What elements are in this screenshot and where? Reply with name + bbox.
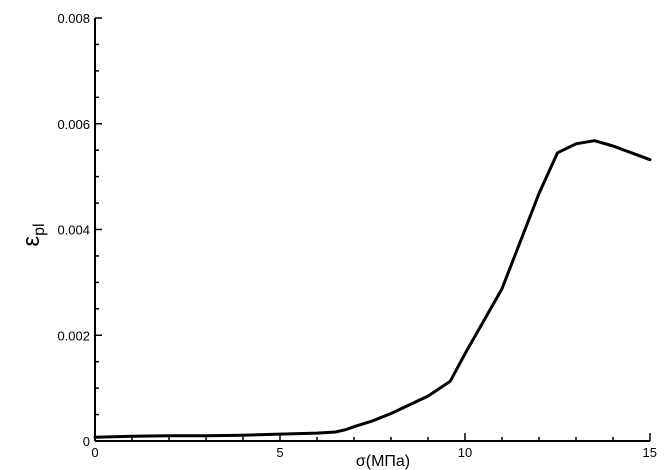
data-point [463,352,467,355]
data-point [352,425,356,428]
data-point [648,158,652,161]
data-point [334,430,337,434]
data-point [593,139,596,142]
data-series-line [93,139,652,439]
data-point [500,287,504,290]
data-point [556,151,559,155]
data-point [449,380,452,383]
axis-ticks [94,17,651,442]
data-point [204,434,208,437]
y-tick-label: 0.002 [57,328,90,343]
y-axis-label-main: ε [18,236,45,247]
data-point [93,436,97,439]
y-axis-label: εpl [18,223,48,246]
data-point [389,412,393,415]
data-point [345,428,348,431]
y-axis-label-sub: pl [31,223,48,235]
data-point [426,394,430,398]
y-tick-label: 0 [83,434,90,449]
y-tick-label: 0.004 [57,223,90,238]
data-point [167,434,171,437]
x-tick-label: 0 [91,445,98,460]
x-axis-label: σ(МПа) [356,453,410,470]
y-tick-label: 0.008 [57,11,90,26]
data-point [130,435,134,438]
x-tick-label: 10 [458,445,472,460]
data-point [574,142,578,146]
data-point [315,431,319,435]
data-point [371,419,374,423]
y-tick-label: 0.006 [57,117,90,132]
data-points [93,139,652,439]
tick-labels: 0 0.002 0.004 0.006 0.008 0 5 10 15 [57,11,657,460]
data-point [241,433,245,437]
x-tick-label: 15 [643,445,657,460]
x-tick-label: 5 [276,445,283,460]
data-point [611,144,615,148]
data-point [537,192,541,195]
data-point [278,432,282,436]
